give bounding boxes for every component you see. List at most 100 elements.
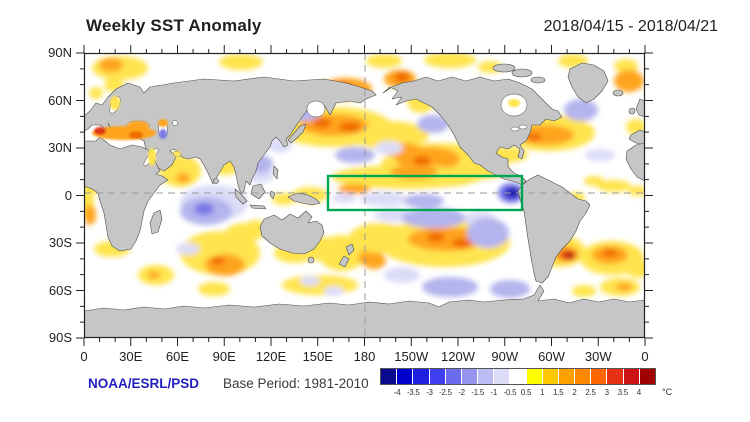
greenland — [567, 62, 609, 104]
new-zealand — [338, 243, 355, 268]
anomaly-blob — [602, 249, 618, 257]
lat-tick-label: 90N — [48, 45, 72, 60]
anomaly-blob — [572, 285, 596, 297]
colorbar-tick-label: 2 — [572, 388, 577, 397]
colorbar-tick-label: 1.5 — [553, 388, 564, 397]
anomaly-blob — [490, 280, 530, 298]
colorbar-segment — [429, 369, 445, 384]
sst-anomaly-map — [76, 45, 653, 346]
anomaly-blob — [384, 267, 420, 283]
iceland — [612, 89, 624, 97]
lon-tick-label: 0 — [641, 349, 649, 364]
madagascar — [149, 209, 163, 235]
anomaly-blob — [566, 253, 574, 259]
lon-tick-label: 90W — [491, 349, 519, 364]
philippines — [272, 165, 279, 180]
colorbar-segment — [445, 369, 461, 384]
anomaly-blob — [508, 99, 520, 107]
anomaly-blob — [211, 257, 225, 265]
colorbar-segment — [591, 369, 607, 384]
anomaly-blob — [176, 173, 190, 183]
nino-region-box — [326, 174, 524, 212]
anomaly-blob — [339, 122, 361, 132]
anomaly-blob — [584, 176, 604, 186]
colorbar-tick-label: -3.5 — [406, 388, 420, 397]
colorbar — [380, 368, 656, 385]
anomaly-blob — [422, 277, 478, 297]
anomaly-blob — [375, 141, 403, 155]
colorbar-tick-label: 4 — [636, 388, 641, 397]
lon-tick-label: 180 — [353, 349, 376, 364]
japan — [287, 123, 307, 144]
anomaly-blob — [564, 99, 598, 121]
base-period-label: Base Period: 1981-2010 — [223, 376, 369, 391]
anomaly-blob — [585, 149, 615, 161]
colorbar-segment — [639, 369, 655, 384]
colorbar-unit-label: °C — [662, 387, 673, 397]
aral-sea — [172, 120, 178, 126]
lat-tick-label: 30N — [48, 140, 72, 155]
colorbar-segment — [575, 369, 591, 384]
sulawesi — [269, 190, 276, 200]
noaa-esrl-psd-link[interactable]: NOAA/ESRL/PSD — [88, 376, 200, 391]
anomaly-blob — [597, 180, 631, 192]
colorbar-segment — [397, 369, 413, 384]
west-africa-sliver — [625, 142, 645, 182]
victoria-island — [492, 63, 516, 73]
lon-tick-label: 120E — [255, 349, 287, 364]
anomaly-blob — [324, 286, 344, 296]
lat-tick-label: 60N — [48, 92, 72, 108]
anomaly-blob — [614, 70, 644, 92]
colorbar-segment — [461, 369, 478, 384]
colorbar-segment — [413, 369, 429, 384]
colorbar-tick-label: -4 — [393, 388, 401, 397]
anomaly-blob — [360, 192, 408, 206]
map-frame — [83, 52, 646, 339]
lon-tick-label: 60E — [165, 349, 190, 364]
anomaly-blob — [148, 271, 160, 279]
colorbar-segment — [542, 369, 558, 384]
colorbar-segment — [623, 369, 639, 384]
new-guinea — [287, 192, 321, 206]
lon-tick-label: 0 — [80, 349, 88, 364]
anomaly-blob — [332, 193, 356, 203]
date-range: 2018/04/15 - 2018/04/21 — [543, 18, 718, 35]
inland-sea-anomalies — [92, 96, 520, 166]
anomaly-blob — [219, 54, 263, 70]
anomaly-blob — [614, 59, 638, 73]
anomaly-blob — [626, 260, 645, 278]
colorbar-tick-label: 2.5 — [585, 388, 596, 397]
anomaly-blob — [94, 127, 106, 135]
lon-tick-label: 30E — [119, 349, 143, 364]
anomaly-blob — [194, 203, 214, 215]
anomaly-blob — [452, 238, 472, 248]
anomaly-blob — [413, 156, 431, 166]
colorbar-tick-label: -3 — [426, 388, 433, 397]
colorbar-tick-label: -1 — [490, 388, 498, 397]
lat-tick-label: 60S — [48, 282, 72, 298]
anomaly-blob — [404, 194, 444, 208]
anomaly-blob — [282, 275, 358, 295]
great-lake — [518, 124, 528, 130]
colorbar-segment — [526, 369, 542, 384]
colorbar-segment — [478, 369, 494, 384]
anomaly-blob — [198, 282, 230, 296]
arctic-island — [530, 76, 546, 84]
anomaly-blob — [349, 121, 429, 149]
lat-tick-label: 90S — [48, 330, 72, 345]
anomaly-blob — [467, 218, 509, 248]
colorbar-segment — [381, 369, 397, 384]
great-lake — [510, 126, 520, 132]
anomaly-blob — [509, 189, 517, 195]
anomaly-blob — [159, 129, 167, 139]
anomaly-blob — [205, 254, 245, 276]
anomaly-blob — [129, 131, 143, 139]
anomaly-blob — [427, 232, 445, 242]
anomaly-blob — [110, 96, 120, 110]
anomaly-blob — [127, 121, 149, 131]
colorbar-tick-label: -2.5 — [439, 388, 452, 397]
colorbar-tick-label: -2 — [458, 388, 465, 397]
australia — [259, 210, 325, 255]
iberia — [628, 129, 645, 146]
anomaly-blob — [89, 87, 103, 99]
